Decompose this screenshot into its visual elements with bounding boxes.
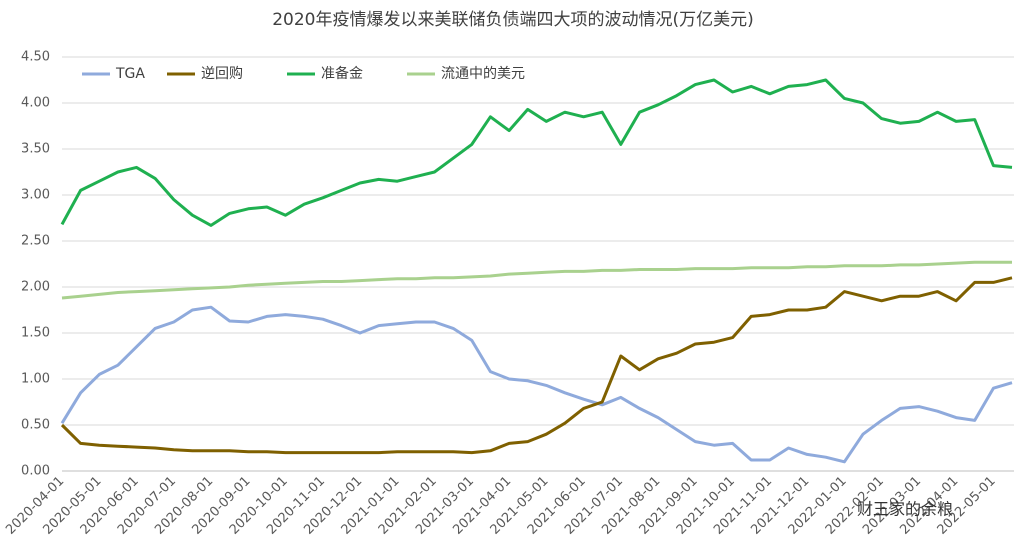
legend-label: 流通中的美元 <box>441 66 525 82</box>
y-tick-label: 0.00 <box>21 464 50 479</box>
y-tick-label: 3.00 <box>21 188 50 203</box>
chart-title: 2020年疫情爆发以来美联储负债端四大项的波动情况(万亿美元) <box>272 10 754 30</box>
y-tick-label: 1.00 <box>21 372 50 387</box>
legend-label: 准备金 <box>321 65 363 82</box>
watermark: 财王家的余粮 <box>857 500 953 519</box>
y-tick-label: 0.50 <box>21 418 50 433</box>
y-tick-label: 2.00 <box>21 280 50 295</box>
y-tick-label: 3.50 <box>21 142 50 157</box>
legend-label: TGA <box>115 66 145 82</box>
series-line <box>60 78 1013 227</box>
legend-label: 逆回购 <box>201 66 243 82</box>
series-line <box>60 276 1013 455</box>
series-line <box>60 305 1013 464</box>
series-line <box>61 260 1012 300</box>
y-tick-label: 4.00 <box>21 96 50 111</box>
y-tick-label: 1.50 <box>21 326 50 341</box>
y-tick-label: 2.50 <box>21 234 50 249</box>
y-tick-label: 4.50 <box>21 50 50 65</box>
